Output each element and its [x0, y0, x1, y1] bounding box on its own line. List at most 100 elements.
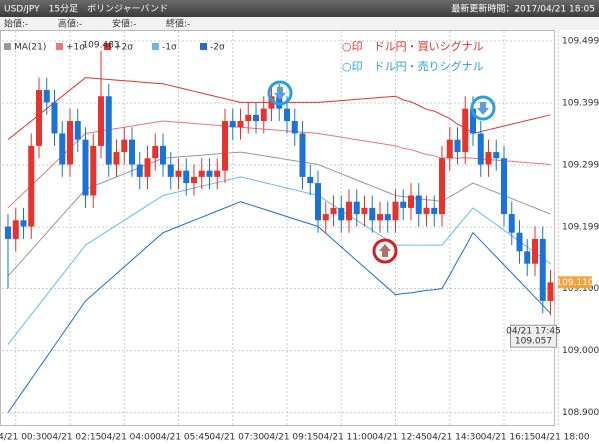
- candle-body: [229, 121, 236, 128]
- x-tick-label: 04/21 18:00: [535, 433, 590, 443]
- candle-body: [175, 170, 182, 177]
- ohlc-label: 終値:-: [166, 18, 190, 30]
- buy-arrow: [379, 244, 391, 257]
- candle-body: [276, 96, 283, 109]
- candle-body: [346, 201, 352, 221]
- candle-body: [183, 170, 190, 184]
- legend-label: +2σ: [114, 43, 133, 53]
- sell-arrow: [477, 102, 489, 115]
- candle-body: [547, 282, 554, 301]
- legend-label: -1σ: [162, 43, 177, 53]
- candle-body: [446, 139, 453, 159]
- candle-body: [59, 133, 66, 165]
- x-tick-label: 04/21 14:30: [426, 433, 481, 443]
- candle-body: [307, 176, 314, 184]
- legend-label: MA(21): [14, 43, 46, 53]
- candle-body: [121, 139, 128, 153]
- candle-body: [516, 232, 523, 252]
- legend-swatch: [4, 43, 11, 50]
- candle-body: [245, 114, 252, 122]
- candle-body: [291, 121, 298, 134]
- chart-title: USD/JPY 15分足 ボリンジャーバンド: [4, 4, 168, 15]
- candle-body: [408, 195, 414, 208]
- candle-body: [392, 201, 399, 221]
- band-line: [7, 201, 551, 413]
- updated-time: 最新更新時間：2017/04/21 18:05: [451, 3, 595, 15]
- candle-body: [136, 164, 143, 177]
- candle-body: [253, 114, 259, 122]
- legend-swatch: [152, 43, 159, 50]
- candle-body: [67, 121, 73, 165]
- candle-body: [268, 96, 275, 109]
- x-tick-label: 04/21 12:45: [372, 433, 427, 443]
- candle-body: [129, 139, 135, 165]
- tooltip-box: [510, 324, 557, 348]
- y-tick-label: 109.000: [562, 346, 599, 356]
- candle-body: [322, 214, 329, 221]
- ohlc-label: 安値:-: [112, 18, 136, 30]
- candle-body: [5, 226, 11, 239]
- x-tick-label: 04/21 02:15: [47, 433, 102, 443]
- y-tick-label: 109.399: [562, 99, 599, 109]
- x-tick-label: 04/21 05:45: [155, 433, 210, 443]
- sell-signal: [267, 80, 293, 106]
- candle-body: [377, 214, 383, 221]
- candle-body: [524, 251, 531, 264]
- last-price-box: [558, 276, 592, 289]
- candle-body: [330, 207, 337, 215]
- y-tick-label: 108.900: [562, 408, 599, 418]
- legend-label: -2σ: [210, 43, 225, 53]
- candle-body: [369, 207, 376, 221]
- candle-body: [400, 201, 407, 208]
- candle-body: [206, 170, 213, 177]
- candle-body: [508, 214, 515, 233]
- candle-body: [43, 90, 50, 103]
- candle-body: [191, 176, 197, 184]
- candle-body: [160, 145, 166, 165]
- x-tick-label: 04/21 07:30: [209, 433, 264, 443]
- candle-body: [338, 207, 345, 221]
- candle-body: [539, 238, 546, 301]
- candle-body: [74, 121, 81, 140]
- band-line: [7, 120, 551, 209]
- signals: [267, 80, 496, 264]
- ohlc-bar: [0, 17, 599, 30]
- candle-body: [90, 145, 97, 196]
- x-tick-label: 04/21 16:15: [481, 433, 536, 443]
- candle-body: [532, 238, 538, 264]
- candle-body: [477, 133, 484, 165]
- candle-body: [260, 108, 267, 122]
- candle-body: [493, 152, 500, 159]
- candle-body: [485, 152, 492, 165]
- band-line: [7, 176, 551, 345]
- plot-frame: [0, 30, 555, 426]
- candle-body: [237, 121, 244, 128]
- last-price-label: 109.110: [556, 278, 593, 288]
- candle-body: [415, 195, 422, 215]
- candle-body: [384, 214, 391, 221]
- candle-body: [501, 158, 507, 215]
- candle-body: [315, 183, 321, 221]
- high-label: 109.483: [82, 40, 119, 50]
- header-bar: [0, 0, 599, 17]
- x-tick-label: 04/21 09:15: [264, 433, 319, 443]
- candle-body: [353, 201, 360, 215]
- annotation: ○印 ドル円・売りシグナル: [342, 59, 484, 73]
- candle-body: [167, 164, 174, 177]
- ohlc-label: 高値:-: [58, 18, 82, 30]
- candle-body: [113, 152, 120, 165]
- candle-body: [284, 108, 290, 122]
- candle-body: [12, 220, 19, 239]
- candle-body: [299, 133, 306, 177]
- ohlc-label: 始値:-: [4, 18, 28, 30]
- candle-body: [470, 108, 476, 134]
- candle-body: [222, 121, 228, 171]
- candle-body: [98, 96, 104, 146]
- legend-swatch: [104, 43, 111, 50]
- candle-body: [28, 145, 35, 227]
- buy-signal: [372, 238, 398, 264]
- candle-body: [214, 170, 221, 177]
- legend-swatch: [200, 43, 207, 50]
- candle-body: [51, 102, 58, 134]
